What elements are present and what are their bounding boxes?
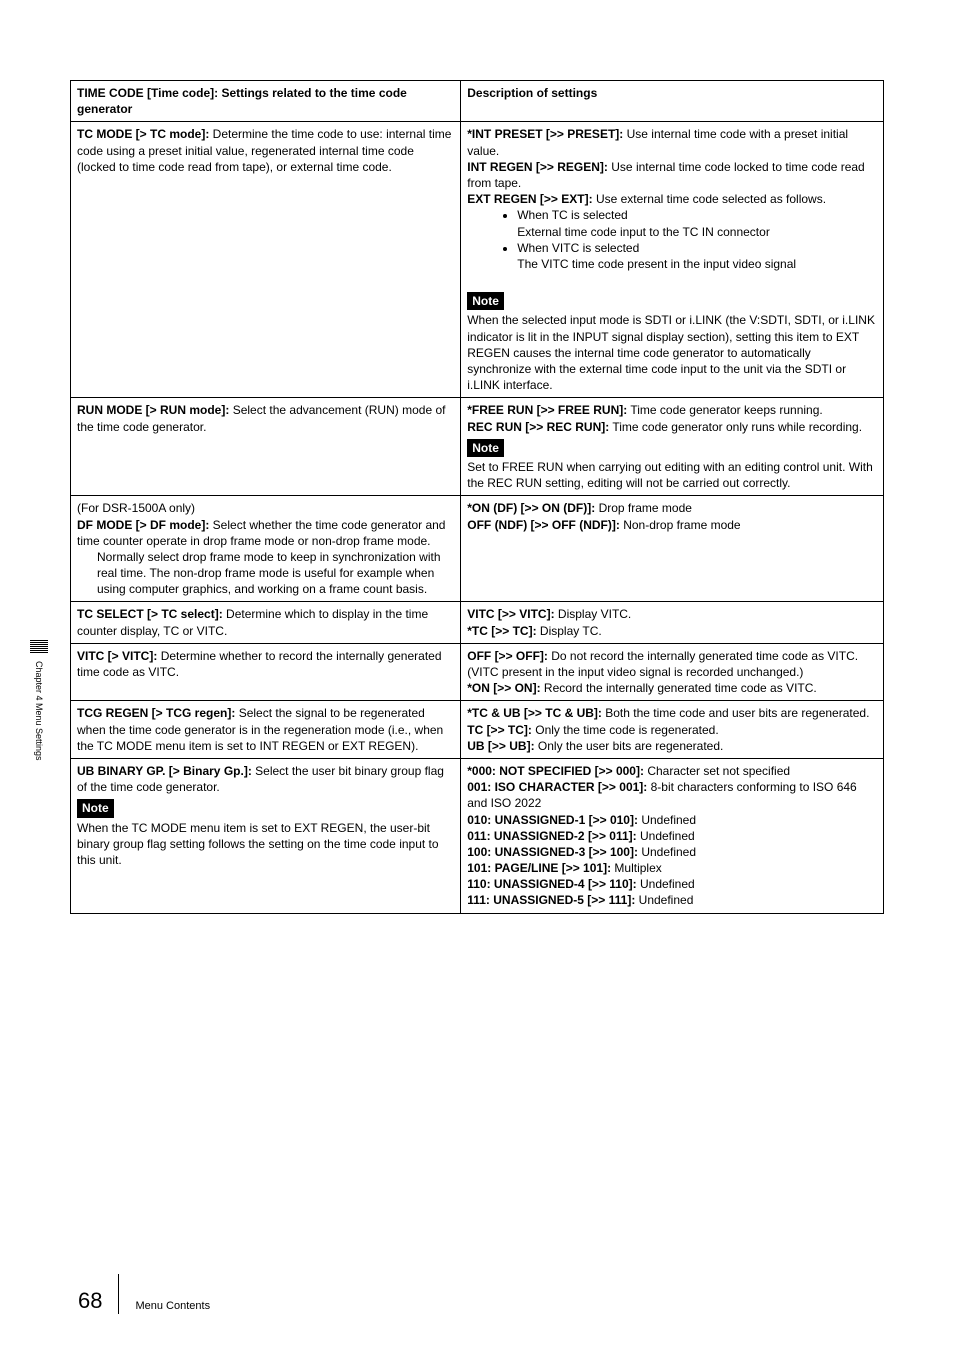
tcselect-vitc-title: VITC [>> VITC]: [467, 607, 554, 621]
note-badge: Note [467, 292, 504, 310]
header-row: TIME CODE [Time code]: Settings related … [71, 81, 884, 122]
tcgregen-ub-desc: Only the user bits are regenerated. [538, 739, 723, 753]
tcselect-tc-desc: Display TC. [540, 624, 602, 638]
header-left: TIME CODE [Time code]: Settings related … [71, 81, 461, 122]
df-off-title: OFF (NDF) [>> OFF (NDF)]: [467, 518, 620, 532]
tcselect-right: VITC [>> VITC]: Display VITC. *TC [>> TC… [461, 602, 884, 643]
ub-111-desc: Undefined [639, 893, 694, 907]
row-tcmode: TC MODE [> TC mode]: Determine the time … [71, 122, 884, 398]
tcgregen-title: TCG REGEN [> TCG regen]: [77, 706, 235, 720]
tcselect-tc-title: *TC [>> TC]: [467, 624, 536, 638]
recrun-desc: Time code generator only runs while reco… [612, 420, 862, 434]
dfmode-title: DF MODE [> DF mode]: [77, 518, 209, 532]
ub-001-title: 001: ISO CHARACTER [>> 001]: [467, 780, 647, 794]
row-ubbinary: UB BINARY GP. [> Binary Gp.]: Select the… [71, 758, 884, 913]
bullet-vitc: When VITC is selected The VITC time code… [517, 240, 877, 272]
tcgregen-ub-title: UB [>> UB]: [467, 739, 534, 753]
tcgregen-left: TCG REGEN [> TCG regen]: Select the sign… [71, 701, 461, 759]
vitc-on-title: *ON [>> ON]: [467, 681, 540, 695]
page-footer: 68 Menu Contents [70, 1274, 884, 1314]
intregen-title: INT REGEN [>> REGEN]: [467, 160, 608, 174]
tcselect-vitc-desc: Display VITC. [558, 607, 631, 621]
vitc-title: VITC [> VITC]: [77, 649, 157, 663]
extregen-title: EXT REGEN [>> EXT]: [467, 192, 592, 206]
dfmode-desc2: Normally select drop frame mode to keep … [77, 549, 454, 598]
runmode-left: RUN MODE [> RUN mode]: Select the advanc… [71, 398, 461, 496]
tcmode-note-text: When the selected input mode is SDTI or … [467, 312, 877, 393]
runmode-right: *FREE RUN [>> FREE RUN]: Time code gener… [461, 398, 884, 496]
footer-label: Menu Contents [135, 1300, 210, 1314]
ub-011-desc: Undefined [640, 829, 695, 843]
dfmode-pre: (For DSR-1500A only) [77, 500, 454, 516]
ubbinary-note-text: When the TC MODE menu item is set to EXT… [77, 820, 454, 869]
tcgregen-both-desc: Both the time code and user bits are reg… [605, 706, 869, 720]
ubbinary-right: *000: NOT SPECIFIED [>> 000]: Character … [461, 758, 884, 913]
page-content: TIME CODE [Time code]: Settings related … [0, 0, 954, 1354]
row-tcgregen: TCG REGEN [> TCG regen]: Select the sign… [71, 701, 884, 759]
extregen-bullets: When TC is selected External time code i… [467, 207, 877, 272]
tcgregen-right: *TC & UB [>> TC & UB]: Both the time cod… [461, 701, 884, 759]
dfmode-left: (For DSR-1500A only) DF MODE [> DF mode]… [71, 496, 461, 602]
tcmode-left: TC MODE [> TC mode]: Determine the time … [71, 122, 461, 398]
df-on-desc: Drop frame mode [599, 501, 692, 515]
tcselect-title: TC SELECT [> TC select]: [77, 607, 223, 621]
ub-100-desc: Undefined [641, 845, 696, 859]
row-tcselect: TC SELECT [> TC select]: Determine which… [71, 602, 884, 643]
tcgregen-tc-title: TC [>> TC]: [467, 723, 532, 737]
vitc-right: OFF [>> OFF]: Do not record the internal… [461, 643, 884, 701]
ub-110-desc: Undefined [640, 877, 695, 891]
ub-010-desc: Undefined [641, 813, 696, 827]
vitc-off-title: OFF [>> OFF]: [467, 649, 548, 663]
row-dfmode: (For DSR-1500A only) DF MODE [> DF mode]… [71, 496, 884, 602]
vitc-left: VITC [> VITC]: Determine whether to reco… [71, 643, 461, 701]
row-vitc: VITC [> VITC]: Determine whether to reco… [71, 643, 884, 701]
tcmode-title: TC MODE [> TC mode]: [77, 127, 209, 141]
ub-111-title: 111: UNASSIGNED-5 [>> 111]: [467, 893, 635, 907]
tcgregen-both-title: *TC & UB [>> TC & UB]: [467, 706, 602, 720]
df-off-desc: Non-drop frame mode [623, 518, 740, 532]
ub-000-desc: Character set not specified [647, 764, 790, 778]
ub-101-title: 101: PAGE/LINE [>> 101]: [467, 861, 611, 875]
freerun-title: *FREE RUN [>> FREE RUN]: [467, 403, 627, 417]
df-on-title: *ON (DF) [>> ON (DF)]: [467, 501, 595, 515]
tcgregen-tc-desc: Only the time code is regenerated. [535, 723, 718, 737]
freerun-desc: Time code generator keeps running. [630, 403, 822, 417]
ubbinary-left: UB BINARY GP. [> Binary Gp.]: Select the… [71, 758, 461, 913]
dfmode-right: *ON (DF) [>> ON (DF)]: Drop frame mode O… [461, 496, 884, 602]
extregen-desc: Use external time code selected as follo… [596, 192, 826, 206]
ub-101-desc: Multiplex [614, 861, 661, 875]
row-runmode: RUN MODE [> RUN mode]: Select the advanc… [71, 398, 884, 496]
ub-100-title: 100: UNASSIGNED-3 [>> 100]: [467, 845, 638, 859]
note-badge: Note [77, 799, 114, 817]
header-right: Description of settings [461, 81, 884, 122]
page-number: 68 [78, 1288, 102, 1314]
bullet-tc: When TC is selected External time code i… [517, 207, 877, 239]
ub-011-title: 011: UNASSIGNED-2 [>> 011]: [467, 829, 636, 843]
ub-000-title: *000: NOT SPECIFIED [>> 000]: [467, 764, 644, 778]
tcmode-right: *INT PRESET [>> PRESET]: Use internal ti… [461, 122, 884, 398]
vitc-on-desc: Record the internally generated time cod… [544, 681, 817, 695]
runmode-note-text: Set to FREE RUN when carrying out editin… [467, 459, 877, 491]
tcselect-left: TC SELECT [> TC select]: Determine which… [71, 602, 461, 643]
settings-table: TIME CODE [Time code]: Settings related … [70, 80, 884, 914]
runmode-title: RUN MODE [> RUN mode]: [77, 403, 229, 417]
footer-divider [118, 1274, 119, 1314]
recrun-title: REC RUN [>> REC RUN]: [467, 420, 609, 434]
ub-010-title: 010: UNASSIGNED-1 [>> 010]: [467, 813, 638, 827]
intpreset-title: *INT PRESET [>> PRESET]: [467, 127, 623, 141]
ubbinary-title: UB BINARY GP. [> Binary Gp.]: [77, 764, 252, 778]
ub-110-title: 110: UNASSIGNED-4 [>> 110]: [467, 877, 636, 891]
note-badge: Note [467, 439, 504, 457]
